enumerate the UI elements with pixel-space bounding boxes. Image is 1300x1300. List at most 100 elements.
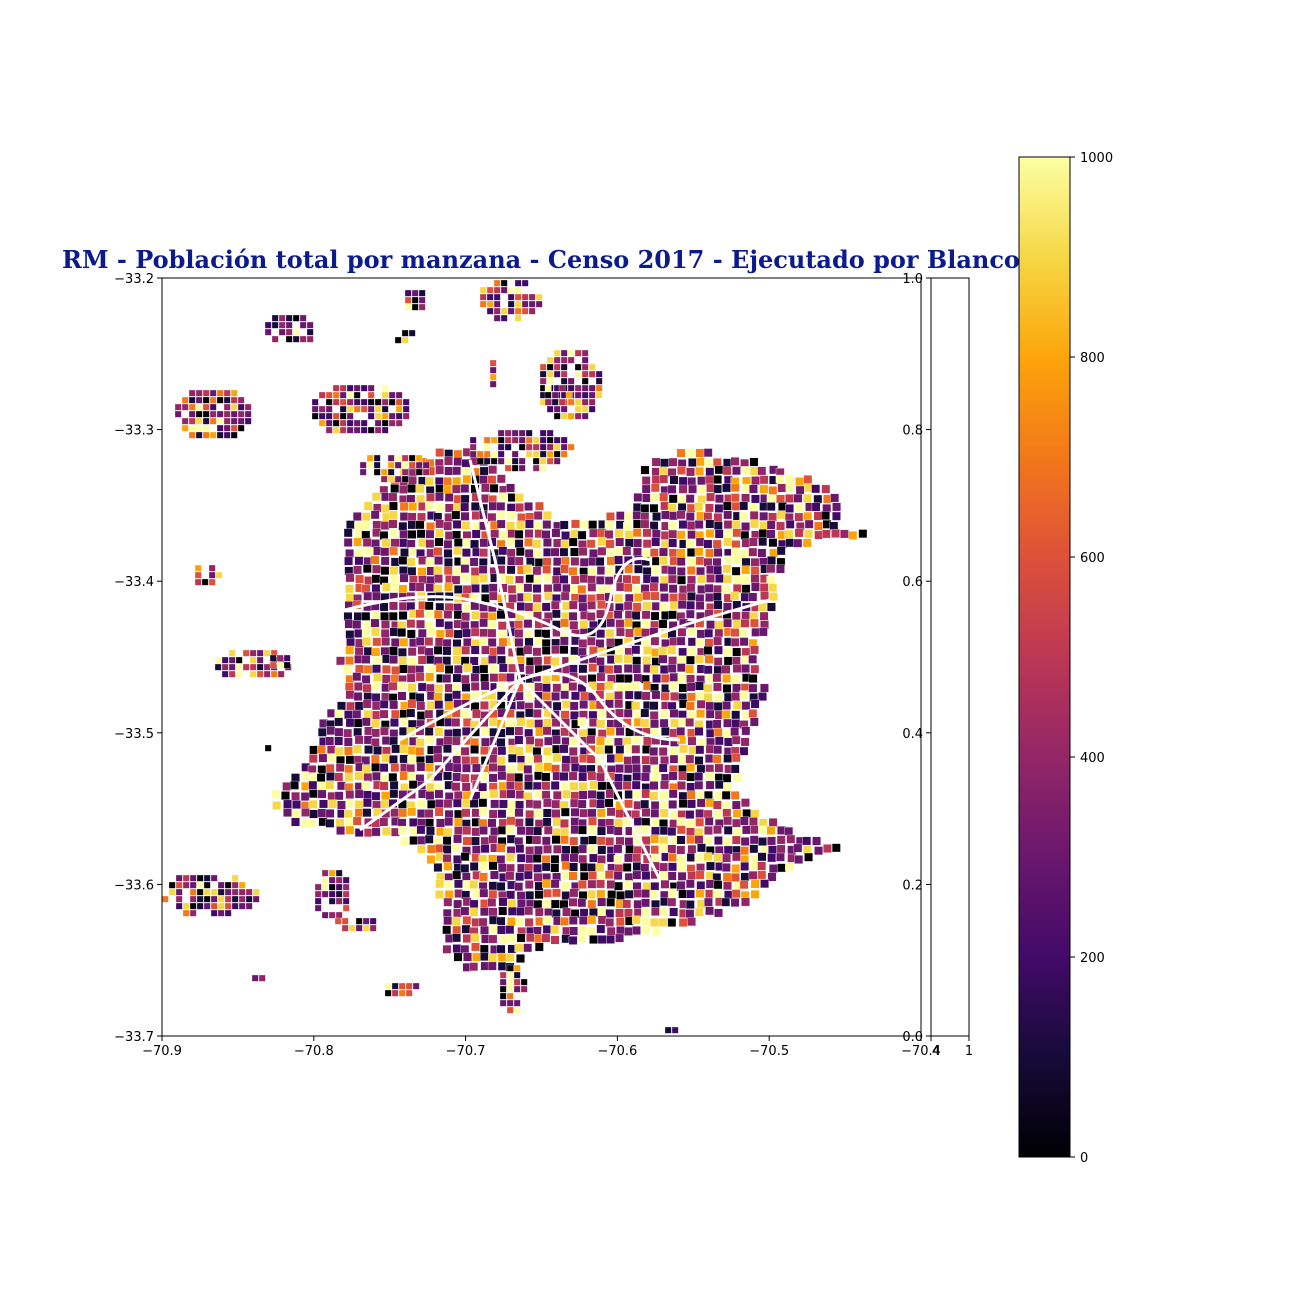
census-block xyxy=(632,584,641,594)
census-block xyxy=(695,889,705,898)
census-block xyxy=(321,890,329,898)
census-block xyxy=(194,578,202,586)
census-block xyxy=(587,863,597,872)
census-block xyxy=(514,808,524,818)
census-block xyxy=(668,610,677,620)
census-block xyxy=(586,735,596,745)
census-block xyxy=(488,809,498,819)
census-block xyxy=(595,391,603,399)
census-block xyxy=(659,718,669,728)
census-block xyxy=(577,530,587,540)
census-block xyxy=(526,933,535,943)
census-block xyxy=(651,817,660,827)
census-block xyxy=(497,655,506,665)
census-block xyxy=(461,799,471,808)
census-block xyxy=(346,637,355,647)
census-block xyxy=(794,503,804,512)
census-block xyxy=(325,398,333,406)
census-block xyxy=(786,834,796,844)
census-block xyxy=(514,539,524,549)
census-block xyxy=(174,403,182,411)
census-block xyxy=(388,681,398,691)
census-block xyxy=(624,538,634,548)
census-block xyxy=(678,683,688,693)
census-block xyxy=(658,843,668,853)
census-block xyxy=(394,336,402,344)
census-block xyxy=(539,457,547,465)
census-block xyxy=(391,744,401,754)
inset-x-tick-label: 4 xyxy=(932,1044,940,1059)
census-block xyxy=(581,377,589,385)
census-block xyxy=(479,300,487,308)
census-block xyxy=(210,895,218,903)
census-block xyxy=(544,591,553,601)
census-block xyxy=(407,566,417,576)
census-block xyxy=(760,591,769,601)
census-block xyxy=(230,389,238,397)
census-block xyxy=(605,918,615,927)
census-block xyxy=(362,924,370,932)
census-block xyxy=(785,504,794,513)
census-block xyxy=(686,448,695,458)
census-block xyxy=(480,681,490,691)
census-block xyxy=(339,419,347,427)
census-block xyxy=(497,952,507,962)
census-block xyxy=(230,403,238,411)
census-block xyxy=(306,321,314,329)
census-block xyxy=(506,985,514,993)
census-block xyxy=(346,412,354,420)
census-block xyxy=(830,493,840,503)
census-block xyxy=(506,483,515,493)
census-block xyxy=(487,512,497,522)
census-block xyxy=(533,521,543,530)
census-block xyxy=(560,782,569,791)
census-block xyxy=(415,454,423,462)
census-block xyxy=(476,450,484,458)
census-block xyxy=(307,819,317,828)
census-block xyxy=(686,772,696,782)
census-block xyxy=(597,818,607,828)
census-block xyxy=(613,855,623,864)
census-block xyxy=(614,773,623,783)
census-block xyxy=(550,547,560,557)
census-block xyxy=(631,701,641,711)
census-block xyxy=(422,461,430,469)
census-block xyxy=(435,519,445,529)
census-block xyxy=(352,672,362,682)
census-block xyxy=(388,519,398,529)
census-block xyxy=(292,335,300,343)
census-block xyxy=(560,807,570,817)
census-block xyxy=(550,879,560,889)
census-block xyxy=(676,557,686,566)
census-block xyxy=(454,809,463,819)
census-block xyxy=(793,843,803,853)
census-block xyxy=(751,494,760,504)
census-block xyxy=(695,745,705,755)
census-block xyxy=(488,934,498,944)
census-block xyxy=(216,389,224,397)
census-block xyxy=(415,747,425,756)
census-block xyxy=(624,927,633,936)
census-block xyxy=(624,790,634,799)
census-block xyxy=(332,426,340,434)
census-block xyxy=(525,854,535,864)
census-block xyxy=(567,349,575,357)
census-block xyxy=(433,645,443,655)
census-block xyxy=(433,565,443,575)
census-block xyxy=(325,780,335,790)
census-block xyxy=(596,772,605,782)
census-block xyxy=(784,826,794,836)
census-block xyxy=(390,538,400,548)
census-block xyxy=(523,592,533,602)
census-block xyxy=(614,699,624,709)
census-block xyxy=(749,511,759,520)
census-block xyxy=(694,853,704,862)
census-block xyxy=(568,916,578,925)
census-block xyxy=(397,681,407,691)
census-block xyxy=(678,791,688,801)
census-block xyxy=(804,529,813,539)
census-block xyxy=(337,781,346,791)
census-block xyxy=(354,808,364,818)
census-block xyxy=(533,656,543,666)
census-block xyxy=(567,377,575,385)
